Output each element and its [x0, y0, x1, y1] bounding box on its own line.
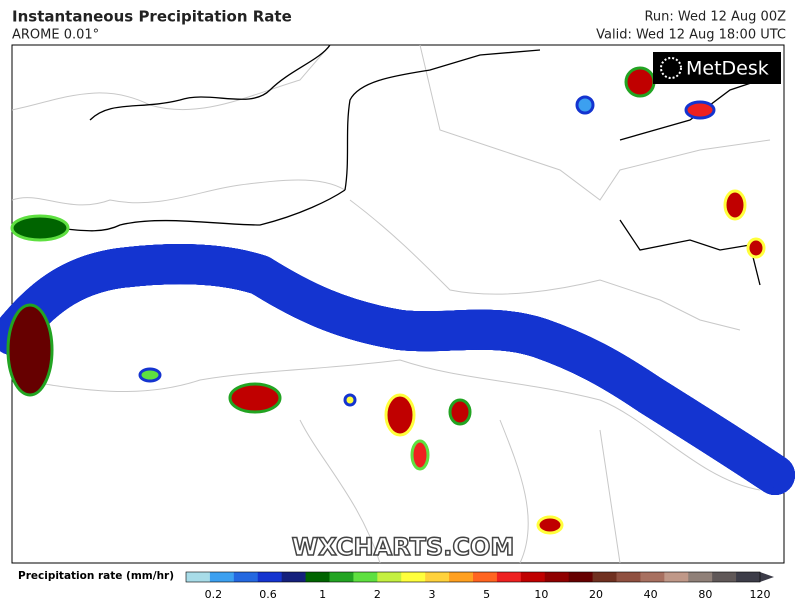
watermark: WXCHARTS.COM [292, 533, 514, 561]
legend-tick-label: 10 [534, 588, 548, 601]
border [349, 199, 741, 331]
legend-swatch [688, 572, 713, 582]
legend-tick-label: 80 [698, 588, 712, 601]
legend-swatch [664, 572, 689, 582]
rain-cells [6, 66, 766, 535]
legend-swatch [496, 572, 522, 582]
legend-tick-label: 0.2 [205, 588, 223, 601]
legend-arrow [760, 572, 774, 582]
border [299, 419, 621, 564]
valid: Valid: Wed 12 Aug 18:00 UTC [596, 28, 786, 43]
legend-swatch [377, 572, 402, 582]
legend-swatch [736, 572, 761, 582]
legend-swatch [520, 572, 546, 582]
logo-box [653, 52, 781, 84]
legend-tick-label: 0.6 [259, 588, 277, 601]
coast [344, 49, 541, 191]
legend-swatch [186, 572, 211, 582]
legend-swatch [640, 572, 665, 582]
legend-swatch [329, 572, 354, 582]
legend: 0.2 0.6 1 2 3 5 10 20 40 80 120 [185, 571, 774, 601]
logo: MetDesk [686, 58, 769, 80]
legend-swatch [712, 572, 737, 582]
legend-tick-label: 2 [374, 588, 381, 601]
legend-label: Precipitation rate (mm/hr) [18, 570, 174, 582]
legend-tick-label: 20 [589, 588, 603, 601]
legend-tick-label: 5 [483, 588, 490, 601]
legend-swatch [233, 572, 259, 582]
legend-swatch [353, 572, 378, 582]
legend-tick-label: 1 [319, 588, 326, 601]
legend-swatch [281, 572, 307, 582]
rain-band [0, 264, 795, 495]
logo-icon [660, 57, 682, 79]
legend-swatch [592, 572, 617, 582]
legend-swatch [257, 572, 283, 582]
map: MetDesk WXCHARTS.COM [0, 44, 795, 564]
legend-swatch [544, 572, 570, 582]
map-frame [11, 44, 785, 564]
legend-swatch [209, 572, 235, 582]
border [419, 44, 771, 201]
title: Instantaneous Precipitation Rate [12, 8, 292, 26]
legend-frame [185, 571, 761, 583]
legend-swatch [473, 572, 498, 582]
run: Run: Wed 12 Aug 00Z [644, 10, 786, 25]
legend-tick-label: 3 [429, 588, 436, 601]
legend-swatch [401, 572, 426, 582]
legend-swatch [305, 572, 330, 582]
coast [89, 44, 331, 121]
legend-swatch [449, 572, 474, 582]
legend-swatch [425, 572, 450, 582]
legend-swatch [616, 572, 641, 582]
legend-swatch [568, 572, 594, 582]
legend-tick-label: 120 [750, 588, 771, 601]
border [11, 179, 346, 206]
legend-tick-label: 40 [644, 588, 658, 601]
border [19, 359, 761, 491]
model: AROME 0.01° [12, 28, 99, 43]
